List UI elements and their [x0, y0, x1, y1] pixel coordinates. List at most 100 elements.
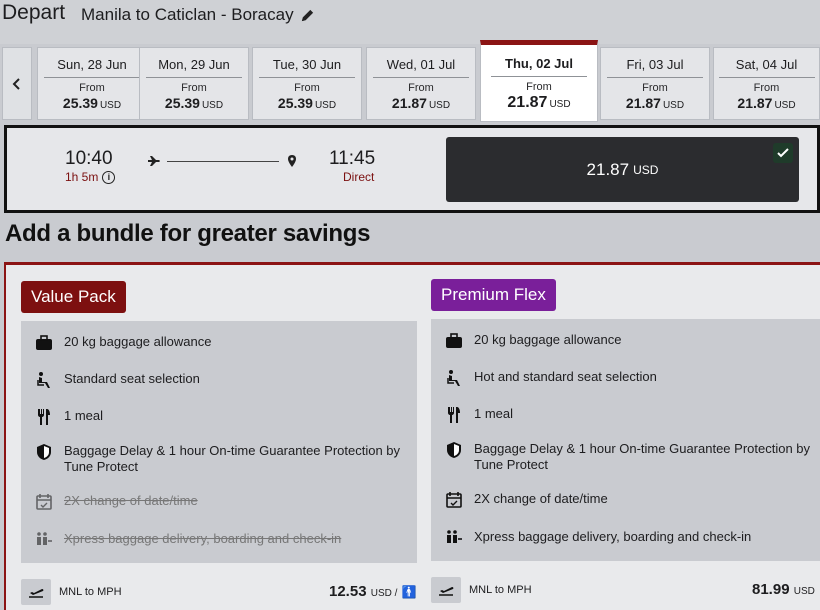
feature-text: 2X change of date/time — [474, 491, 608, 506]
price-amount: 21.87 — [507, 94, 548, 111]
feature-item-disabled: Xpress baggage delivery, boarding and ch… — [21, 531, 417, 549]
duration-text: 1h 5m — [65, 170, 99, 184]
date-price: 21.87 USD — [481, 94, 597, 112]
bundles-section: Value Pack Premium Flex 20 kg baggage al… — [4, 262, 820, 610]
price-currency: USD — [662, 100, 685, 111]
feature-item: 20 kg baggage allowance — [431, 332, 820, 350]
date-tab-thu-02-jul[interactable]: Thu, 02 Jul From 21.87 USD — [480, 40, 598, 122]
date-label: Sat, 04 Jul — [735, 57, 798, 72]
price-currency: USD — [549, 99, 571, 110]
route-text: Manila to Caticlan - Boracay — [81, 5, 294, 24]
plane-takeoff-icon — [431, 577, 461, 603]
pin-icon — [288, 155, 296, 167]
check-icon — [773, 143, 793, 163]
date-price: 21.87 USD — [601, 95, 709, 111]
feature-text: Xpress baggage delivery, boarding and ch… — [64, 531, 342, 546]
person-icon: 🚹 — [401, 585, 417, 599]
value-pack-badge[interactable]: Value Pack — [21, 281, 126, 313]
feature-item-disabled: 2X change of date/time — [21, 493, 417, 511]
chevron-left-icon — [12, 77, 20, 90]
baggage-icon — [444, 332, 464, 350]
premium-flex-route: MNL to MPH — [431, 575, 532, 605]
from-label: From — [753, 82, 780, 94]
premium-flex-panel[interactable]: 20 kg baggage allowance Hot and standard… — [431, 319, 820, 561]
feature-text: Hot and standard seat selection — [474, 369, 657, 384]
date-price: 25.39 USD — [38, 95, 146, 111]
route-code: MNL to MPH — [469, 584, 532, 596]
price-amount: 25.39 — [62, 95, 98, 111]
info-icon[interactable]: i — [102, 170, 116, 184]
feature-item: Hot and standard seat selection — [431, 369, 820, 387]
divider — [718, 77, 815, 78]
feature-item: Baggage Delay & 1 hour On-time Guarantee… — [21, 443, 401, 475]
prev-dates-button[interactable] — [2, 47, 32, 120]
price-amount: 21.87 — [625, 95, 661, 111]
date-price: 21.87 USD — [714, 95, 819, 111]
page-title: Depart — [2, 1, 66, 24]
route-label[interactable]: Manila to Caticlan - Boracay — [81, 5, 315, 25]
feature-item: 1 meal — [21, 408, 417, 426]
date-price: 25.39 USD — [140, 95, 248, 111]
feature-text: 20 kg baggage allowance — [474, 332, 622, 347]
feature-text: Baggage Delay & 1 hour On-time Guarantee… — [64, 443, 401, 474]
value-pack-panel[interactable]: 20 kg baggage allowance Standard seat se… — [21, 321, 417, 563]
from-label: From — [181, 82, 207, 94]
price-amount: 25.39 — [277, 95, 313, 111]
price-currency: USD — [99, 100, 122, 111]
route-code: MNL to MPH — [59, 586, 122, 598]
price-amount: 12.53 — [329, 583, 367, 600]
feature-text: 1 meal — [474, 406, 514, 421]
date-tab-wed-01-jul[interactable]: Wed, 01 Jul From 21.87 USD — [366, 47, 476, 120]
divider — [373, 77, 469, 78]
from-label: From — [408, 82, 434, 94]
feature-text: 2X change of date/time — [64, 493, 198, 508]
select-fare-button[interactable]: 21.87 USD — [446, 137, 799, 202]
from-label: From — [79, 82, 105, 94]
date-selector: Sun, 28 Jun From 25.39 USD Mon, 29 Jun Fr… — [0, 40, 820, 122]
calendar-icon — [444, 491, 464, 509]
bundles-heading: Add a bundle for greater savings — [5, 220, 371, 247]
value-pack-price: 12.53 USD / 🚹 — [329, 583, 417, 600]
from-label: From — [526, 81, 552, 93]
stops-label: Direct — [343, 170, 375, 184]
plane-takeoff-icon — [21, 579, 51, 605]
fare-currency: USD — [633, 162, 659, 177]
feature-item: Baggage Delay & 1 hour On-time Guarantee… — [431, 441, 816, 473]
price-currency: USD / — [370, 588, 398, 599]
premium-flex-badge[interactable]: Premium Flex — [431, 279, 556, 311]
feature-text: Xpress baggage delivery, boarding and ch… — [474, 529, 752, 544]
meal-icon — [444, 406, 464, 424]
price-currency: USD — [201, 100, 224, 111]
flight-duration: 1h 5m i — [65, 170, 116, 184]
date-tab-sun-28-jun[interactable]: Sun, 28 Jun From 25.39 USD — [37, 47, 147, 120]
date-tab-mon-29-jun[interactable]: Mon, 29 Jun From 25.39 USD — [139, 47, 249, 120]
date-tab-tue-30-jun[interactable]: Tue, 30 Jun From 25.39 USD — [252, 47, 362, 120]
edit-icon[interactable] — [300, 8, 315, 23]
date-label: Tue, 30 Jun — [272, 57, 342, 72]
price-amount: 81.99 — [752, 581, 790, 598]
xpress-icon — [444, 529, 464, 547]
divider — [491, 76, 587, 77]
value-pack-route: MNL to MPH — [21, 577, 122, 607]
premium-flex-price: 81.99 USD — [752, 581, 815, 598]
divider — [259, 77, 355, 78]
xpress-icon — [34, 531, 54, 549]
feature-text: Standard seat selection — [64, 371, 200, 386]
price-currency: USD — [793, 586, 815, 597]
price-amount: 21.87 — [737, 95, 773, 111]
date-label: Mon, 29 Jun — [158, 57, 230, 72]
date-label: Sun, 28 Jun — [57, 57, 127, 72]
divider — [146, 77, 242, 78]
page-header: Depart Manila to Caticlan - Boracay — [0, 0, 820, 44]
flight-card: 10:40 1h 5m i 11:45 Direct 21.87 USD — [4, 125, 820, 213]
shield-icon — [34, 443, 54, 461]
date-price: 21.87 USD — [367, 95, 475, 111]
feature-item: Standard seat selection — [21, 371, 417, 389]
feature-text: 20 kg baggage allowance — [64, 334, 212, 349]
date-tab-sat-04-jul[interactable]: Sat, 04 Jul From 21.87 USD — [713, 47, 820, 120]
from-label: From — [294, 82, 320, 94]
seat-icon — [444, 369, 464, 387]
shield-icon — [444, 441, 464, 459]
depart-time: 10:40 — [65, 148, 113, 169]
date-tab-fri-03-jul[interactable]: Fri, 03 Jul From 21.87 USD — [600, 47, 710, 120]
